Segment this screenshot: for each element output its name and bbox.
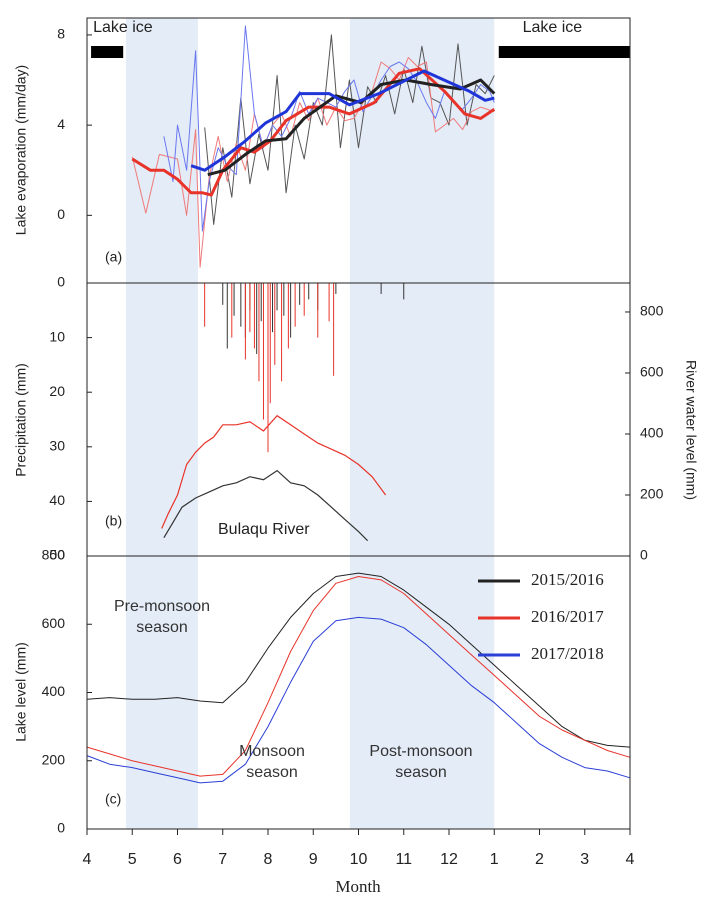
- y-tick-label: 20: [49, 383, 65, 399]
- data-line: [131, 67, 496, 197]
- y2-tick-label: 0: [640, 547, 648, 563]
- y2-tick-label: 600: [640, 364, 664, 380]
- panel-label: (a): [105, 249, 122, 265]
- data-line: [86, 572, 631, 748]
- season-span: [125, 283, 198, 556]
- y2-axis-title: River water level (mm): [683, 360, 699, 500]
- x-tick-label: 1: [490, 851, 499, 868]
- x-tick-label: 12: [440, 851, 458, 868]
- season-label: Monsoon season: [239, 743, 305, 781]
- x-tick-label: 5: [128, 851, 137, 868]
- season-span: [349, 283, 495, 556]
- x-tick-label: 4: [626, 851, 635, 868]
- x-axis-title: Month: [335, 877, 381, 896]
- ice-label: Lake ice: [93, 19, 153, 36]
- data-line: [204, 34, 495, 225]
- data-line: [207, 78, 496, 177]
- y2-tick-label: 200: [640, 486, 664, 502]
- data-line: [86, 616, 631, 784]
- y-tick-label: 0: [57, 206, 65, 222]
- x-tick-label: 3: [580, 851, 589, 868]
- x-tick-label: 6: [173, 851, 182, 868]
- background: [125, 18, 495, 829]
- river-label: Bulaqu River: [218, 521, 310, 538]
- season-span: [125, 18, 198, 283]
- legend-label: 2016/2017: [531, 607, 604, 626]
- x-tick-label: 4: [83, 851, 92, 868]
- season-label: Post-monsoon season: [369, 743, 473, 781]
- y-tick-label: 0: [57, 820, 65, 836]
- season-span: [125, 556, 198, 829]
- y-tick-label: 8: [57, 26, 65, 42]
- legend-label: 2017/2018: [531, 644, 604, 663]
- y-tick-label: 50: [49, 547, 65, 563]
- y-tick-label: 4: [57, 116, 65, 132]
- x-tick-label: 2: [535, 851, 544, 868]
- data-line: [86, 576, 631, 777]
- y-axis-title: Lake evaporation (mm/day): [13, 65, 29, 235]
- y-tick-label: 400: [42, 683, 66, 699]
- data-line: [190, 69, 495, 172]
- x-tick-label: 11: [395, 851, 412, 868]
- x-tick-label: 8: [264, 851, 273, 868]
- panel-frame: [86, 555, 631, 830]
- season-label: Pre-monsoon season: [113, 598, 211, 636]
- y-tick-label: 800: [42, 547, 66, 563]
- y-axis-title: Precipitation (mm): [13, 363, 29, 477]
- y-tick-label: 0: [57, 274, 65, 290]
- season-span: [349, 556, 495, 829]
- y-tick-label: 200: [42, 751, 66, 767]
- legend-label: 2015/2016: [531, 570, 604, 589]
- panel-label: (b): [105, 513, 122, 529]
- y-tick-label: 10: [49, 328, 65, 344]
- ice-bar: [498, 46, 630, 58]
- x-tick-label: 7: [218, 851, 227, 868]
- x-tick-label: 10: [350, 851, 368, 868]
- y2-tick-label: 800: [640, 303, 664, 319]
- y-tick-label: 600: [42, 615, 66, 631]
- river-line: [163, 469, 369, 542]
- season-span: [349, 18, 495, 283]
- y-axis-title: Lake level (mm): [13, 642, 29, 742]
- y2-tick-label: 400: [640, 425, 664, 441]
- panel-label: (c): [105, 791, 121, 807]
- ice-label: Lake ice: [523, 19, 583, 36]
- river-line: [161, 414, 387, 529]
- ice-bar: [91, 46, 124, 58]
- y-tick-label: 40: [49, 492, 65, 508]
- y-tick-label: 30: [49, 438, 65, 454]
- x-tick-label: 9: [309, 851, 318, 868]
